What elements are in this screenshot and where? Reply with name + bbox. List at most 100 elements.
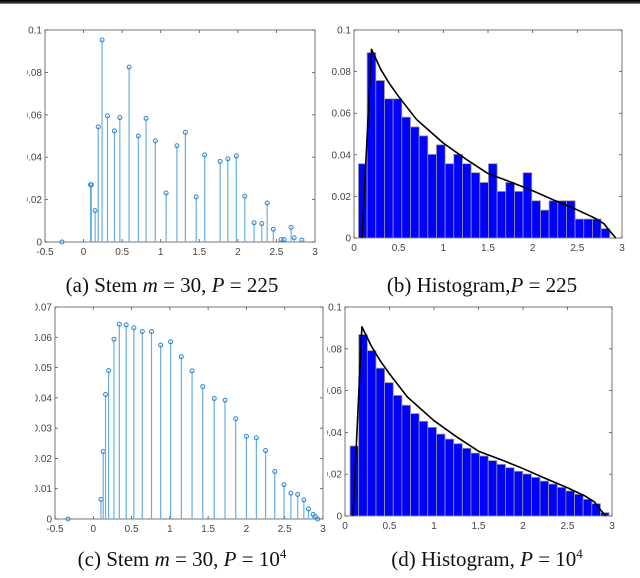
histogram-bar xyxy=(392,98,403,239)
x-tick-label: 1 xyxy=(441,243,447,254)
histogram-bar xyxy=(540,209,550,239)
stem-marker xyxy=(193,194,199,200)
histogram-bar xyxy=(366,350,377,517)
histogram-bar xyxy=(496,191,507,239)
histogram-bar xyxy=(548,483,558,517)
caption-var: m xyxy=(142,273,158,297)
stem-marker xyxy=(315,516,321,522)
y-tick-label: 0.04 xyxy=(27,153,42,164)
x-tick-label: 1.5 xyxy=(472,521,486,532)
histogram-bar xyxy=(453,443,463,517)
histogram-bar xyxy=(557,200,567,239)
caption-var: P xyxy=(510,273,524,297)
y-tick-label: 0 xyxy=(336,512,342,523)
histogram-bar xyxy=(410,126,420,239)
x-tick-label: 3 xyxy=(312,247,318,258)
histogram-bar xyxy=(522,172,533,239)
caption-prefix: (b) Histogram, xyxy=(386,273,511,297)
caption-var: m xyxy=(154,547,170,571)
caption-var: P xyxy=(520,547,533,571)
x-tick-label: 2 xyxy=(244,524,250,535)
y-tick-label: 0 xyxy=(345,234,351,245)
stem-marker xyxy=(270,226,276,232)
stem-marker xyxy=(222,397,228,403)
axes-box xyxy=(44,29,316,243)
y-tick-label: 0.1 xyxy=(328,303,342,314)
stem-marker xyxy=(305,506,311,512)
histogram-bar xyxy=(461,447,472,517)
caption-exponent: 4 xyxy=(279,546,287,561)
stem-marker xyxy=(178,354,184,360)
stem-marker xyxy=(123,322,129,328)
histogram-bar xyxy=(436,433,446,517)
x-tick-label: 0.5 xyxy=(125,524,139,535)
histogram-bar xyxy=(375,367,386,517)
histogram-bar xyxy=(444,163,455,239)
stem-marker xyxy=(126,64,132,70)
x-tick-label: 2.5 xyxy=(269,247,283,258)
caption-c: (c) Stem m = 30, P = 104 xyxy=(78,546,287,572)
stem-marker xyxy=(243,433,249,439)
histogram-bar xyxy=(366,52,377,239)
x-tick-label: 2 xyxy=(530,243,536,254)
stem-marker xyxy=(189,368,195,374)
y-tick-label: 0.1 xyxy=(337,26,351,37)
histogram-chart-b: 0 0.5 1 1.5 2 2.5 3 0 0.02 0.04 0.06 0.08 0.1 xyxy=(332,26,626,255)
stem-marker xyxy=(233,153,239,159)
stem-marker xyxy=(301,497,307,503)
histogram-bar xyxy=(565,490,575,517)
histogram-bar xyxy=(479,455,489,517)
histogram-bar xyxy=(531,200,541,239)
stem-marker xyxy=(163,190,169,196)
y-tick-label: 0.04 xyxy=(35,393,52,404)
histogram-bar xyxy=(574,493,584,517)
stem-marker xyxy=(168,339,174,345)
y-tick-label: 0.06 xyxy=(332,109,352,120)
x-tick-label: 2.5 xyxy=(570,243,584,254)
caption-exponent: 4 xyxy=(576,546,583,561)
x-tick-label: 2.5 xyxy=(561,521,575,532)
stem-marker xyxy=(103,392,109,398)
histogram-bar xyxy=(401,404,411,517)
stem-marker xyxy=(211,395,217,401)
stem-marker xyxy=(291,235,297,241)
histogram-bar xyxy=(462,163,472,239)
axes-box xyxy=(54,306,324,520)
x-tick-label: 1 xyxy=(431,521,437,532)
y-tick-label: 0.08 xyxy=(332,67,352,78)
x-tick-label: 0.5 xyxy=(115,247,129,258)
histogram-bar xyxy=(444,438,455,517)
caption-mid: = 30, xyxy=(169,547,224,571)
stem-marker xyxy=(174,143,180,149)
y-tick-label: 0.08 xyxy=(327,344,342,355)
stem-marker xyxy=(104,113,110,119)
stem-marker xyxy=(117,115,123,121)
x-tick-label: -0.5 xyxy=(46,524,64,535)
histogram-bar xyxy=(427,426,437,517)
stem-marker xyxy=(158,342,164,348)
histogram-bar xyxy=(401,116,411,239)
x-tick-label: 1 xyxy=(158,247,164,258)
histogram-bar xyxy=(539,480,550,517)
stem-marker xyxy=(88,182,94,188)
histogram-bar xyxy=(505,467,515,517)
histogram-bar xyxy=(583,218,593,239)
stem-marker xyxy=(148,329,154,335)
stem-marker xyxy=(259,221,265,227)
caption-prefix: (c) Stem xyxy=(77,547,155,571)
x-tick-label: 1.5 xyxy=(481,243,495,254)
stem-marker xyxy=(295,491,301,497)
stem-marker xyxy=(143,115,149,121)
y-tick-label: 0.07 xyxy=(35,303,52,314)
caption-a: (a) Stem m = 30, P = 225 xyxy=(66,273,279,298)
histogram-bar xyxy=(600,228,611,239)
stem-marker xyxy=(182,129,188,135)
stem-marker xyxy=(111,336,117,342)
x-tick-label: 2.5 xyxy=(278,524,292,535)
histogram-bar xyxy=(375,80,385,239)
stem-marker xyxy=(225,156,231,162)
stem-marker xyxy=(152,138,158,144)
stem-marker xyxy=(288,490,294,496)
histogram-bar xyxy=(582,498,593,517)
stem-marker xyxy=(131,325,137,331)
